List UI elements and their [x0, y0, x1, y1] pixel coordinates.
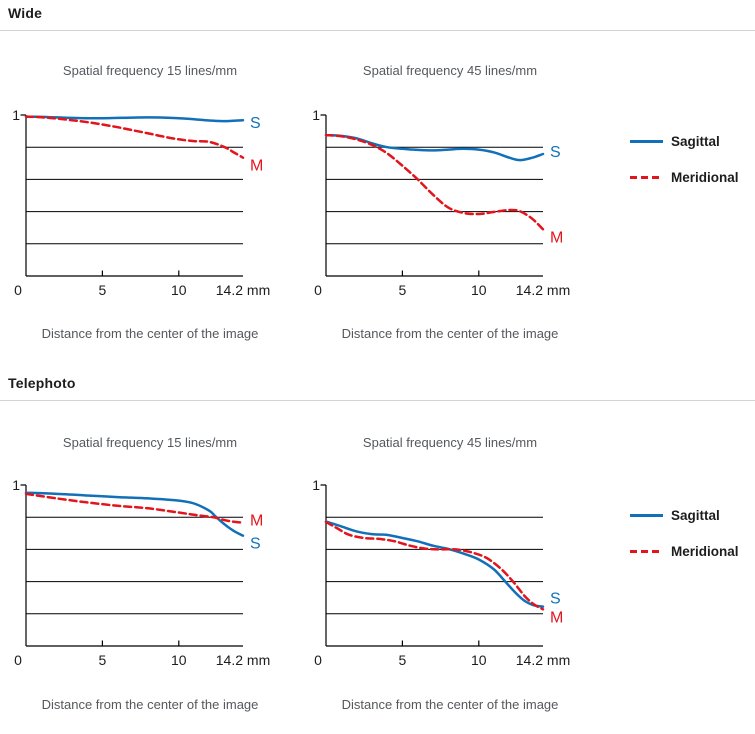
legend-telephoto: Sagittal Meridional: [630, 507, 739, 559]
meridional-curve-label: M: [250, 158, 263, 175]
legend-label-sagittal: Sagittal: [671, 133, 720, 149]
x-end-label: 14.2 mm: [216, 282, 270, 298]
mtf-chart-tele-45: 1 0 5 10 14.2 mm S M: [312, 477, 570, 668]
gridlines: [26, 516, 243, 615]
mtf-chart-wide-45: 1 0 5 10 14.2 mm S M: [312, 107, 570, 298]
sagittal-line-sample: [630, 513, 663, 517]
x-ticks: [101, 640, 180, 647]
sagittal-line-sample: [630, 139, 663, 143]
sagittal-curve-label: S: [250, 115, 261, 132]
x-end-label: 14.2 mm: [216, 652, 270, 668]
x-ticks: [401, 270, 480, 277]
x-tick-label-5: 5: [99, 652, 107, 668]
meridional-curve-label: M: [550, 609, 563, 626]
sagittal-curve-label: S: [550, 591, 561, 608]
x-tick-label-5: 5: [399, 282, 407, 298]
section-header-wide: Wide: [8, 5, 43, 21]
legend-label-meridional: Meridional: [671, 169, 739, 185]
legend-label-meridional: Meridional: [671, 543, 739, 559]
legend-label-sagittal: Sagittal: [671, 507, 720, 523]
x-tick-label-0: 0: [14, 282, 22, 298]
legend-item-meridional: Meridional: [630, 543, 739, 559]
legend-wide: Sagittal Meridional: [630, 133, 739, 185]
chart-caption-wide-15: Distance from the center of the image: [41, 326, 259, 341]
meridional-curve: [24, 115, 245, 159]
chart-title-wide-15: Spatial frequency 15 lines/mm: [62, 63, 238, 78]
meridional-curve: [324, 133, 545, 231]
x-tick-label-10: 10: [471, 282, 487, 298]
x-ticks: [101, 270, 180, 277]
meridional-line-sample: [630, 175, 663, 179]
legend-item-meridional: Meridional: [630, 169, 739, 185]
section-divider: [0, 400, 755, 401]
x-tick-label-0: 0: [314, 282, 322, 298]
chart-title-tele-45: Spatial frequency 45 lines/mm: [362, 435, 538, 450]
x-tick-label-5: 5: [99, 282, 107, 298]
x-tick-label-0: 0: [14, 652, 22, 668]
meridional-curve: [24, 492, 245, 524]
x-tick-label-5: 5: [399, 652, 407, 668]
y-axis-label-1: 1: [12, 477, 20, 493]
sagittal-curve: [324, 520, 545, 608]
section-divider: [0, 30, 755, 31]
mtf-chart-tele-15: 1 0 5 10 14.2 mm S M: [12, 477, 270, 668]
sagittal-curve: [24, 115, 245, 123]
x-end-label: 14.2 mm: [516, 282, 570, 298]
x-ticks: [401, 640, 480, 647]
sagittal-curve-label: S: [550, 144, 561, 161]
meridional-line-sample: [630, 549, 663, 553]
legend-item-sagittal: Sagittal: [630, 133, 739, 149]
legend-item-sagittal: Sagittal: [630, 507, 739, 523]
y-axis-label-1: 1: [312, 107, 320, 123]
x-tick-label-0: 0: [314, 652, 322, 668]
sagittal-curve-label: S: [250, 536, 261, 553]
x-tick-label-10: 10: [471, 652, 487, 668]
chart-caption-tele-15: Distance from the center of the image: [41, 697, 259, 712]
meridional-curve-label: M: [550, 229, 563, 246]
sagittal-curve: [24, 491, 245, 537]
x-end-label: 14.2 mm: [516, 652, 570, 668]
meridional-curve-label: M: [250, 513, 263, 530]
meridional-curve: [324, 520, 545, 611]
gridlines: [26, 146, 243, 245]
y-axis-label-1: 1: [12, 107, 20, 123]
x-tick-label-10: 10: [171, 282, 187, 298]
chart-title-tele-15: Spatial frequency 15 lines/mm: [62, 435, 238, 450]
chart-caption-wide-45: Distance from the center of the image: [341, 326, 559, 341]
x-tick-label-10: 10: [171, 652, 187, 668]
section-header-telephoto: Telephoto: [8, 375, 76, 391]
chart-title-wide-45: Spatial frequency 45 lines/mm: [362, 63, 538, 78]
y-axis-label-1: 1: [312, 477, 320, 493]
gridlines: [326, 146, 543, 245]
mtf-chart-wide-15: 1 0 5 10 14.2 mm S M: [12, 107, 270, 298]
chart-caption-tele-45: Distance from the center of the image: [341, 697, 559, 712]
